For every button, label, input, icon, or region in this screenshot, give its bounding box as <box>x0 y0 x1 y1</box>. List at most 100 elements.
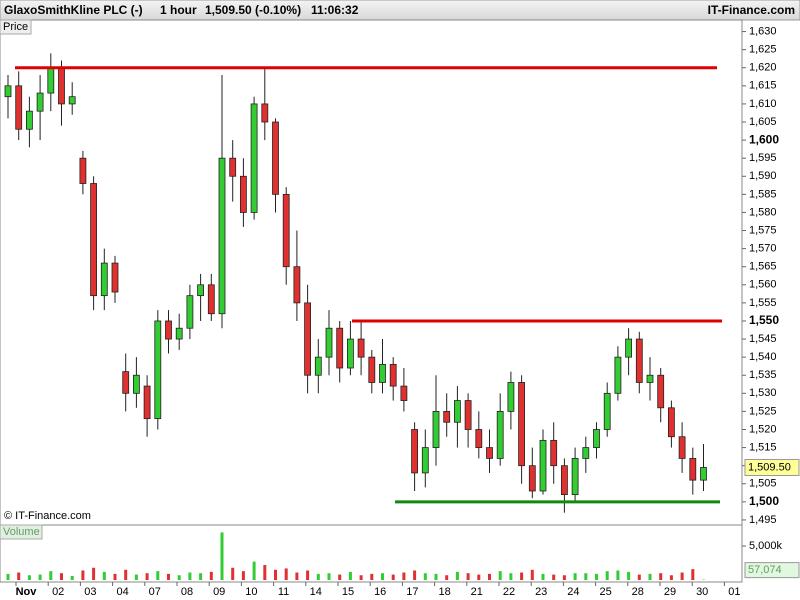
candle-body <box>47 67 55 94</box>
volume-bar <box>327 573 331 580</box>
y-tick-label: 1,615 <box>749 80 777 92</box>
header-interval: 1 hour <box>160 3 197 17</box>
x-tick-label: 08 <box>181 586 193 598</box>
volume-bar <box>637 574 641 580</box>
y-tick-label: 1,540 <box>749 351 777 363</box>
candle-body <box>421 447 429 474</box>
volume-label-box <box>0 524 43 540</box>
header-symbol: GlaxoSmithKline PLC (-) <box>4 3 143 17</box>
volume-bar <box>156 571 160 580</box>
volume-bar <box>70 575 74 580</box>
candle-body <box>304 302 312 376</box>
candle-body <box>528 465 536 492</box>
x-tick-label: 21 <box>471 586 483 598</box>
candle-body <box>122 371 130 394</box>
last-price-label: 1,509.50 <box>748 461 791 473</box>
y-tick-label: 1,495 <box>749 514 777 526</box>
candle-body <box>282 193 290 268</box>
y-tick-label: 1,535 <box>749 369 777 381</box>
volume-bar <box>434 573 438 580</box>
volume-bar <box>81 570 85 580</box>
volume-bar <box>6 573 10 580</box>
volume-bar <box>488 573 491 580</box>
y-tick-label: 1,585 <box>749 188 777 200</box>
x-tick-label: 01 <box>728 586 740 598</box>
candle-body <box>261 103 269 123</box>
candle-body <box>550 439 558 467</box>
x-tick-label: 14 <box>310 586 322 598</box>
volume-bar <box>145 573 149 580</box>
candle-body <box>165 320 172 340</box>
y-tick-label: 1,595 <box>749 152 777 164</box>
x-tick-label: 03 <box>84 586 96 598</box>
candle-body <box>400 385 408 401</box>
y-tick-label: 1,610 <box>749 98 777 110</box>
volume-bar <box>445 575 449 580</box>
candle-body <box>678 436 686 459</box>
candle-body <box>4 85 12 98</box>
volume-bar <box>209 571 213 580</box>
candle-body <box>132 374 140 394</box>
volume-bar <box>199 573 203 580</box>
candle-body <box>272 121 279 195</box>
candle-body <box>325 327 333 358</box>
volume-bar <box>520 572 524 580</box>
y-tick-label: 1,520 <box>749 423 777 435</box>
candle-body <box>218 157 226 315</box>
volume-bar <box>188 572 192 580</box>
candle-body <box>336 327 344 369</box>
volume-bar <box>263 565 267 580</box>
candle-body <box>346 338 354 369</box>
header-time: 11:06:32 <box>311 3 359 17</box>
volume-bar <box>167 573 170 580</box>
candle-body <box>453 400 461 423</box>
last-volume-box <box>744 562 800 579</box>
candle-body <box>518 382 525 467</box>
volume-bar <box>530 569 534 580</box>
candle-body <box>646 374 654 383</box>
volume-bar <box>348 571 352 580</box>
last-volume-label: 57,074 <box>748 564 782 576</box>
candle-body <box>389 363 397 387</box>
candle-body <box>486 447 493 459</box>
candle-body <box>603 392 611 430</box>
volume-bar <box>381 573 384 580</box>
candle-body <box>475 429 483 448</box>
volume-bar <box>595 573 598 580</box>
y-tick-label: 1,570 <box>749 243 777 255</box>
candle-body <box>668 407 675 438</box>
candle-body <box>58 67 65 105</box>
candle-body <box>79 157 87 184</box>
volume-bar <box>370 573 374 580</box>
x-tick-label: 25 <box>599 586 611 598</box>
candle-body <box>496 411 504 459</box>
candle-body <box>357 338 365 358</box>
y-tick-label: 1,590 <box>749 170 777 182</box>
volume-bar <box>38 574 42 580</box>
volume-bar <box>60 573 63 580</box>
x-tick-label: 16 <box>374 586 386 598</box>
volume-bar <box>231 567 235 580</box>
x-tick-label: 07 <box>149 586 161 598</box>
volume-bar <box>680 572 684 580</box>
candle-body <box>186 295 194 329</box>
volume-bar <box>509 573 513 580</box>
header-quote: 1,509.50 (-0.10%) <box>205 3 301 17</box>
volume-bar <box>252 561 256 580</box>
volume-bar <box>648 573 652 580</box>
volume-bar <box>124 569 128 580</box>
candle-body <box>593 429 600 448</box>
volume-bar <box>359 575 363 580</box>
volume-bar <box>92 567 96 580</box>
volume-bar <box>177 575 181 580</box>
x-tick-label: 30 <box>696 586 708 598</box>
candle-body <box>379 363 386 383</box>
volume-bar <box>402 572 406 580</box>
volume-bar <box>316 573 320 580</box>
candle-body <box>207 284 215 315</box>
candle-body <box>561 465 568 496</box>
volume-bar <box>27 575 31 580</box>
candle-body <box>293 266 301 304</box>
